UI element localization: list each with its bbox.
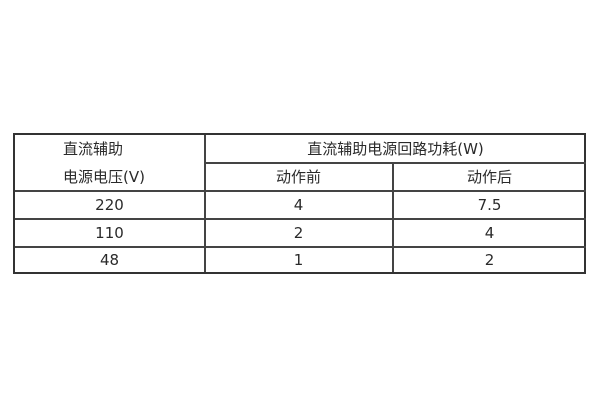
power-consumption-table: 直流辅助 电源电压(V) 直流辅助电源回路功耗(W) 动作前 动作后 220 4…	[13, 133, 586, 274]
table-row-voltage: 220	[95, 195, 124, 214]
header-before: 动作前	[275, 168, 321, 186]
divider	[204, 135, 206, 272]
table-row-before: 1	[293, 250, 304, 269]
header-after: 动作后	[466, 168, 512, 186]
divider	[15, 246, 586, 248]
header-group-title: 直流辅助电源回路功耗(W)	[307, 140, 484, 158]
table-row-before: 4	[293, 195, 304, 214]
table-row-after: 7.5	[477, 195, 502, 214]
table-row-after: 4	[484, 223, 495, 242]
divider	[15, 218, 586, 220]
table-row-voltage: 48	[99, 250, 120, 269]
header-voltage-line2: 电源电压(V)	[63, 168, 145, 186]
table-row-after: 2	[484, 250, 495, 269]
header-voltage-line1: 直流辅助	[63, 140, 124, 158]
divider	[392, 163, 394, 272]
divider	[204, 162, 586, 164]
table-row-before: 2	[293, 223, 304, 242]
divider	[15, 190, 586, 192]
table-row-voltage: 110	[95, 223, 124, 242]
